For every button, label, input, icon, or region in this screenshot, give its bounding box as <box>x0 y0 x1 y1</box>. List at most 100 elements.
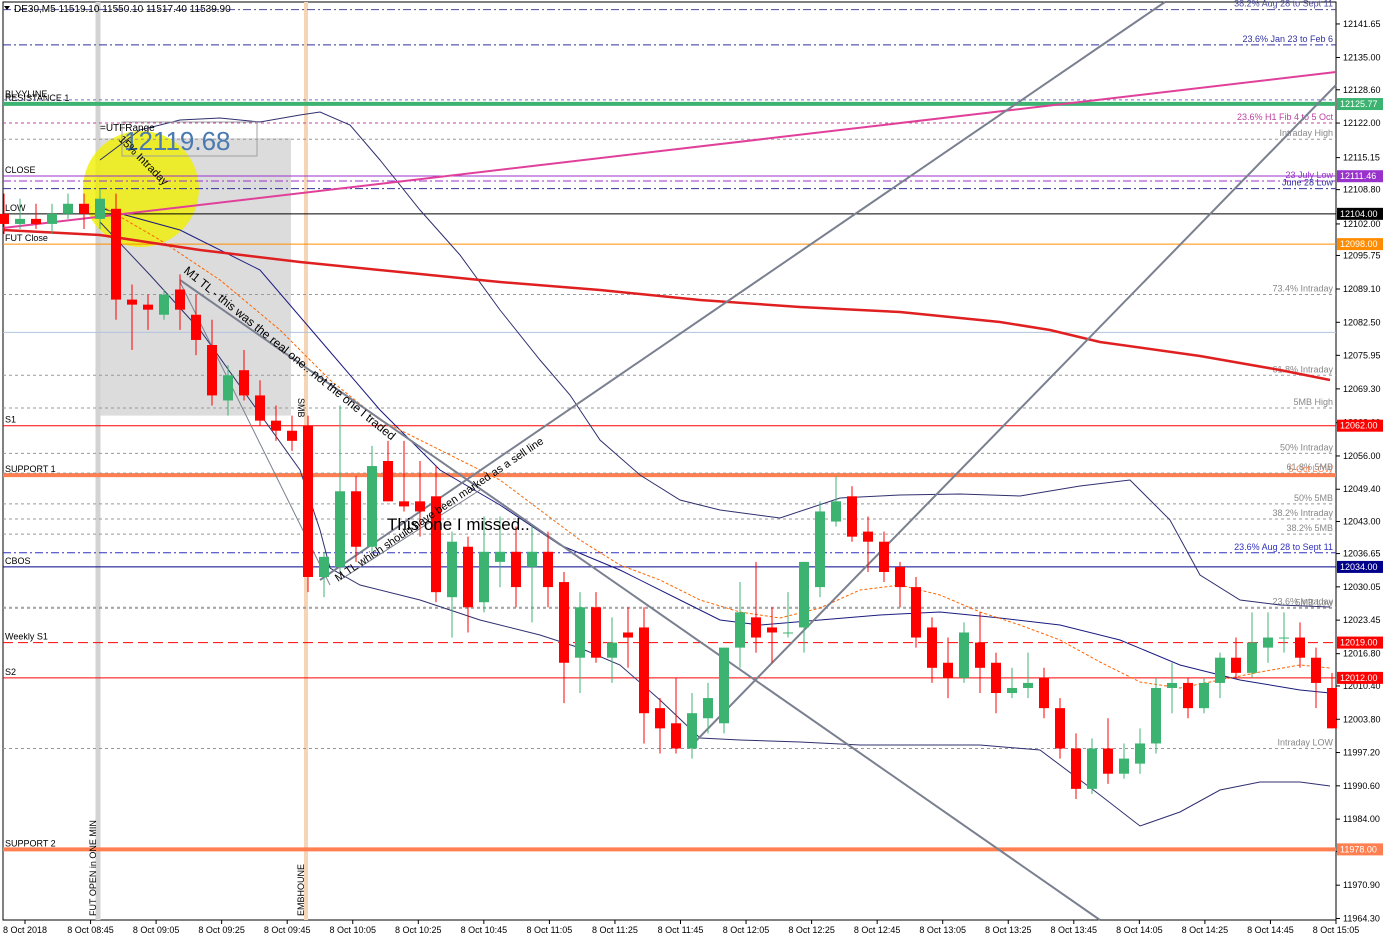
candle-body <box>1119 758 1129 774</box>
candle-body <box>255 395 265 421</box>
candle-body <box>1055 708 1065 749</box>
level-label-left: BLYYLINE <box>5 89 47 99</box>
x-tick-label: 8 Oct 11:45 <box>658 925 704 935</box>
level-label-left: FUT Close <box>5 233 48 243</box>
candle-body <box>831 501 841 522</box>
candle-body <box>719 647 729 724</box>
y-tick-label: 12016.80 <box>1343 649 1381 659</box>
y-tick-label: 12108.80 <box>1343 185 1381 195</box>
candle-body <box>319 556 329 578</box>
candle-body <box>287 430 297 441</box>
level-label-right: 23.6% Aug 28 to Sept 11 <box>1234 542 1333 552</box>
candle-body <box>1087 748 1097 789</box>
candle-body <box>815 511 825 588</box>
price-label-box <box>121 121 258 157</box>
price-box-label: 12098.00 <box>1340 239 1378 249</box>
level-label-right: Intraday LOW <box>1277 738 1333 748</box>
candle-body <box>1039 677 1049 709</box>
y-tick-label: 12003.80 <box>1343 714 1381 724</box>
ut-range-label: =UTFRange <box>100 123 155 134</box>
candle-body <box>47 213 57 224</box>
level-label-left: CBOS <box>5 556 31 566</box>
y-tick-label: 12115.15 <box>1343 153 1380 163</box>
price-box <box>1337 419 1383 432</box>
level-label-right: 23 July Low <box>1285 170 1333 180</box>
candle-body <box>863 531 873 542</box>
candle-body <box>1023 682 1033 688</box>
candle-body <box>559 582 569 663</box>
level-label-right: 5MB High <box>1293 397 1333 407</box>
y-tick-label: 12141.65 <box>1343 19 1381 29</box>
candle-body <box>703 698 713 719</box>
moving-average-line <box>2 228 1331 382</box>
candle-body <box>575 607 585 658</box>
candle-body <box>767 627 777 633</box>
candle-body <box>975 642 985 668</box>
candle-body <box>943 662 953 678</box>
price-box <box>1337 636 1383 649</box>
candle-body <box>959 632 969 678</box>
level-label-right: 61.8% Intraday <box>1272 364 1333 374</box>
candle-body <box>735 612 745 648</box>
candle-body <box>783 632 793 634</box>
candle-body <box>175 289 185 310</box>
candle-body <box>1183 682 1193 709</box>
level-label-left: CLOSE <box>5 165 36 175</box>
candle-body <box>95 198 105 219</box>
candle-body <box>271 420 281 431</box>
candle-body <box>1151 687 1161 744</box>
symbol-header: DE30,M5 11519.10 11550.10 11517.40 11539… <box>14 4 231 15</box>
candle-body <box>511 551 521 588</box>
candle-body <box>415 501 425 512</box>
price-box-label: 12012.00 <box>1340 673 1378 683</box>
candle-body <box>1199 682 1209 709</box>
x-tick-label: 8 Oct 15:05 <box>1313 925 1360 935</box>
price-box-label: 12104.00 <box>1340 209 1378 219</box>
candle-body <box>751 617 761 638</box>
level-label-right: 23.6% Intraday <box>1272 596 1333 606</box>
price-box-label: 12125.77 <box>1340 99 1378 109</box>
price-label: 12119.68 <box>124 126 231 156</box>
price-box <box>1337 207 1383 220</box>
candle-body <box>895 566 905 588</box>
fut-open-label: FUT OPEN in ONE MIN <box>88 820 98 916</box>
x-tick-label: 8 Oct 14:05 <box>1116 925 1163 935</box>
x-tick-label: 8 Oct 10:05 <box>329 925 376 935</box>
x-tick-label: 8 Oct 14:25 <box>1182 925 1229 935</box>
x-tick-label: 8 Oct 09:45 <box>264 925 311 935</box>
x-tick-label: 8 Oct 12:45 <box>854 925 901 935</box>
candle-body <box>383 461 393 502</box>
level-label-left: Weekly S1 <box>5 632 48 642</box>
candle-body <box>447 541 457 598</box>
candle-body <box>879 541 889 572</box>
candle-body <box>591 607 601 658</box>
price-box-label: 12062.00 <box>1340 421 1378 431</box>
price-box <box>1337 238 1383 251</box>
candle-body <box>1215 657 1225 683</box>
x-tick-label: 8 Oct 13:05 <box>919 925 966 935</box>
y-tick-label: 12069.30 <box>1343 384 1381 394</box>
price-box-label: 12111.46 <box>1340 171 1376 181</box>
x-tick-label: 8 Oct 14:45 <box>1247 925 1294 935</box>
session-vline-label: EMBHOUNE <box>296 864 306 916</box>
grey-trendline-down <box>179 279 1101 921</box>
candle-body <box>1135 743 1145 764</box>
y-tick-label: 12036.65 <box>1343 549 1381 559</box>
candle-body <box>143 304 153 310</box>
price-box <box>1337 170 1383 183</box>
price-box-label: 12019.00 <box>1340 638 1378 648</box>
candle-body <box>847 496 857 537</box>
level-label-right: 61.8% 5MB <box>1286 462 1333 472</box>
x-tick-label: 8 Oct 13:25 <box>985 925 1032 935</box>
candle-body <box>799 561 809 628</box>
candle-body <box>239 370 249 396</box>
y-tick-label: 11964.30 <box>1343 913 1380 923</box>
candle-body <box>127 299 137 305</box>
candle-body <box>191 314 201 340</box>
level-label-right: 38.2% Aug 28 to Sept 11 <box>1234 0 1333 9</box>
price-box-label: 11978.00 <box>1340 844 1377 854</box>
candle-body <box>527 551 537 567</box>
y-tick-label: 12135.00 <box>1343 52 1381 62</box>
